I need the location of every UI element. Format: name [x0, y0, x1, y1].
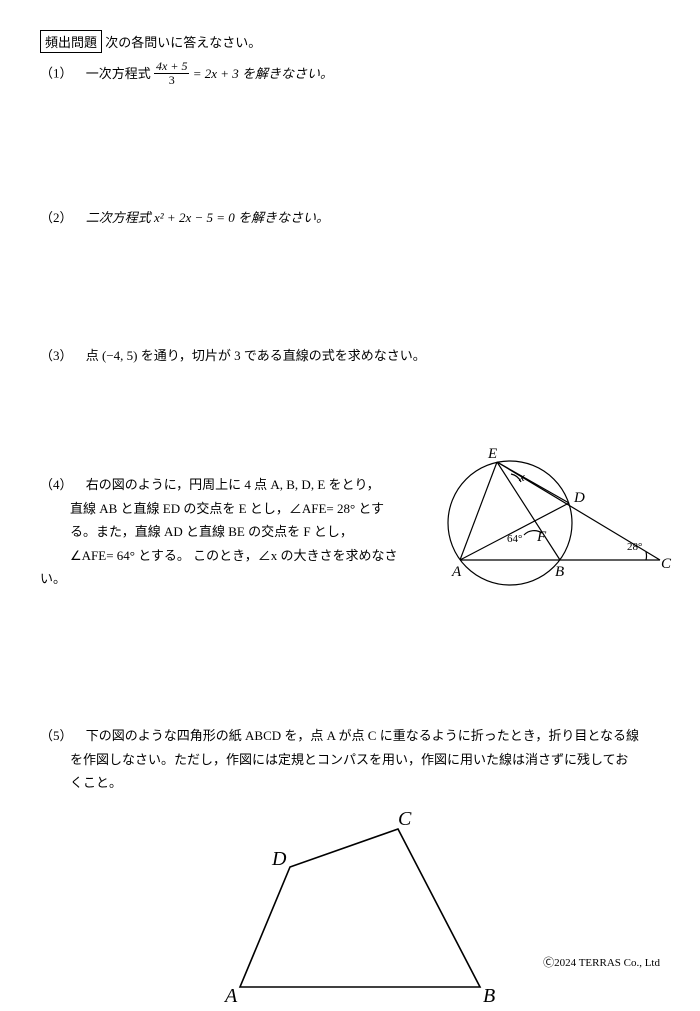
label-x: x	[518, 469, 525, 484]
workspace-4	[40, 598, 660, 718]
p4-line4: ∠AFE= 64° とする。 このとき，∠x の大きさを求めなさい。	[40, 548, 397, 586]
quad-label-B: B	[483, 985, 495, 1007]
p4-line3: る。また，直線 AD と直線 BE の交点を F とし，	[40, 524, 353, 539]
p1-frac-den: 3	[154, 74, 189, 87]
p1-frac-num: 4x + 5	[154, 60, 189, 74]
problem-1-text: 一次方程式 4x + 5 3 = 2x + 3 を解きなさい。	[86, 66, 333, 81]
copyright-footer: Ⓒ2024 TERRAS Co., Ltd	[543, 954, 660, 970]
header: 頻出問題 次の各問いに答えなさい。	[40, 30, 660, 53]
label-F: F	[536, 529, 547, 545]
header-box-label: 頻出問題	[40, 30, 102, 53]
problem-4-text: （4） 右の図のように，円周上に 4 点 A, B, D, E をとり， 直線 …	[40, 473, 410, 590]
label-E: E	[487, 446, 497, 462]
quad-label-C: C	[398, 808, 412, 830]
problem-2: （2） 二次方程式 x² + 2x − 5 = 0 を解きなさい。	[40, 207, 660, 226]
problem-2-text: 二次方程式 x² + 2x − 5 = 0 を解きなさい。	[86, 210, 329, 225]
p5-line1: 下の図のような四角形の紙 ABCD を，点 A が点 C に重なるように折ったと…	[86, 728, 639, 743]
p5-line2: を作図しなさい。ただし，作図には定規とコンパスを用い，作図に用いた線は消さずに残…	[40, 752, 628, 767]
p4-line2: 直線 AB と直線 ED の交点を E とし，∠AFE= 28° とす	[40, 501, 384, 516]
problem-5-number: （5）	[40, 728, 73, 743]
quadrilateral-svg: A B C D	[180, 807, 520, 1007]
problem-3: （3） 点 (−4, 5) を通り，切片が 3 である直線の式を求めなさい。	[40, 345, 660, 364]
label-64: 64°	[507, 533, 522, 545]
label-D: D	[573, 490, 585, 506]
p5-line3: くこと。	[40, 775, 122, 790]
quad-label-D: D	[271, 848, 287, 870]
problem-3-text: 点 (−4, 5) を通り，切片が 3 である直線の式を求めなさい。	[86, 348, 426, 363]
problem-5-text: （5） 下の図のような四角形の紙 ABCD を，点 A が点 C に重なるように…	[40, 724, 660, 794]
problem-1: （1） 一次方程式 4x + 5 3 = 2x + 3 を解きなさい。	[40, 61, 660, 88]
label-28: 28°	[627, 541, 642, 553]
problem-5-figure: A B C D	[40, 807, 660, 1011]
problem-1-number: （1）	[40, 66, 73, 81]
problem-3-number: （3）	[40, 348, 73, 363]
problem-4-number: （4）	[40, 477, 73, 492]
problem-4-figure: A B C D E F x 64° 28°	[425, 438, 685, 607]
circle-diagram-svg: A B C D E F x 64° 28°	[425, 438, 685, 603]
quad-label-A: A	[223, 985, 238, 1007]
workspace-2	[40, 234, 660, 339]
workspace-1	[40, 96, 660, 201]
p1-suffix: = 2x + 3 を解きなさい。	[193, 66, 333, 81]
p1-prefix: 一次方程式	[86, 66, 151, 81]
p4-line1: 右の図のように，円周上に 4 点 A, B, D, E をとり，	[86, 477, 380, 492]
header-instruction: 次の各問いに答えなさい。	[105, 35, 261, 50]
problem-2-number: （2）	[40, 210, 73, 225]
p1-fraction: 4x + 5 3	[154, 60, 189, 87]
label-C: C	[661, 556, 672, 572]
problem-4: （4） 右の図のように，円周上に 4 点 A, B, D, E をとり， 直線 …	[40, 473, 660, 590]
label-A: A	[451, 564, 462, 580]
label-B: B	[555, 564, 564, 580]
